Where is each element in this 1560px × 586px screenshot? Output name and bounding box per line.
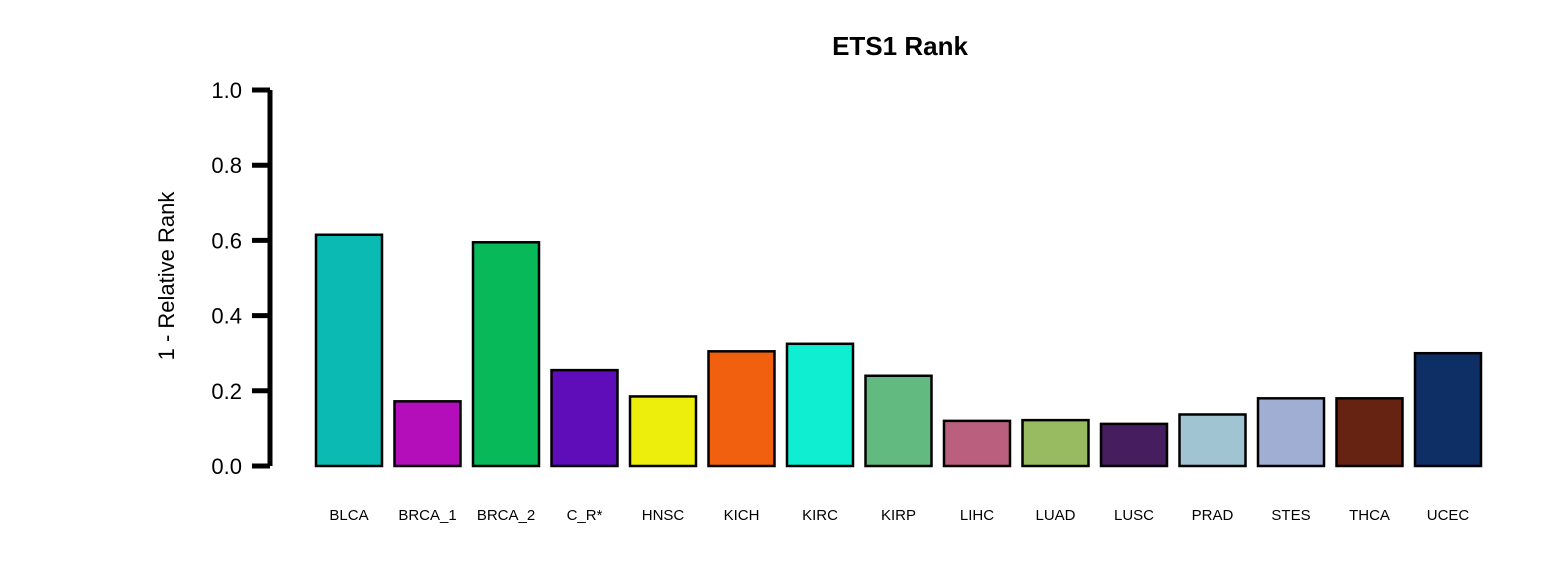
- x-tick-label: LUAD: [1035, 507, 1075, 524]
- bar-prad: [1178, 413, 1247, 468]
- bar-kich: [707, 350, 776, 468]
- y-axis: 0.0 0.2 0.4 0.6 0.8 1.0: [211, 78, 273, 479]
- x-tick-label: HNSC: [642, 507, 685, 524]
- x-axis-labels: BLCA BRCA_1 BRCA_2 C_R* HNSC KICH KIRC KIRP LIHC…: [329, 507, 1469, 524]
- bar-brca-2: [471, 241, 541, 468]
- x-tick-label: LIHC: [960, 507, 994, 524]
- x-tick-label: BRCA_2: [477, 507, 535, 524]
- bar-hnsc: [628, 395, 698, 468]
- bars: [314, 233, 1483, 468]
- y-tick-label: 0.0: [211, 454, 242, 479]
- x-tick-label: KIRP: [881, 507, 916, 524]
- bar-stes: [1256, 397, 1326, 468]
- x-tick-label: BRCA_1: [398, 507, 456, 524]
- bar-blca: [314, 233, 384, 468]
- x-tick-label: KICH: [724, 507, 760, 524]
- x-tick-label: STES: [1271, 507, 1310, 524]
- bar-ucec: [1413, 351, 1483, 468]
- x-tick-label: C_R*: [567, 507, 603, 524]
- y-axis-label: 1 - Relative Rank: [154, 191, 179, 361]
- x-tick-label: UCEC: [1427, 507, 1470, 524]
- y-tick-label: 0.4: [211, 304, 242, 329]
- x-tick-label: KIRC: [802, 507, 838, 524]
- y-tick-label: 0.2: [211, 379, 242, 404]
- bar-thca: [1335, 397, 1404, 468]
- chart-title: ETS1 Rank: [832, 31, 968, 61]
- bar-lihc: [942, 419, 1012, 468]
- y-tick-label: 0.8: [211, 153, 242, 178]
- bar-luad: [1021, 418, 1090, 468]
- x-tick-label: BLCA: [329, 507, 368, 524]
- y-tick-label: 0.6: [211, 228, 242, 253]
- bar-c-r: [550, 368, 619, 468]
- y-tick-label: 1.0: [211, 78, 242, 103]
- bar-brca-1: [393, 400, 462, 468]
- x-tick-label: LUSC: [1114, 507, 1154, 524]
- x-tick-label: PRAD: [1192, 507, 1234, 524]
- x-tick-label: THCA: [1349, 507, 1390, 524]
- bar-lusc: [1099, 422, 1169, 468]
- bar-kirp: [864, 374, 933, 468]
- bar-kirc: [785, 342, 855, 468]
